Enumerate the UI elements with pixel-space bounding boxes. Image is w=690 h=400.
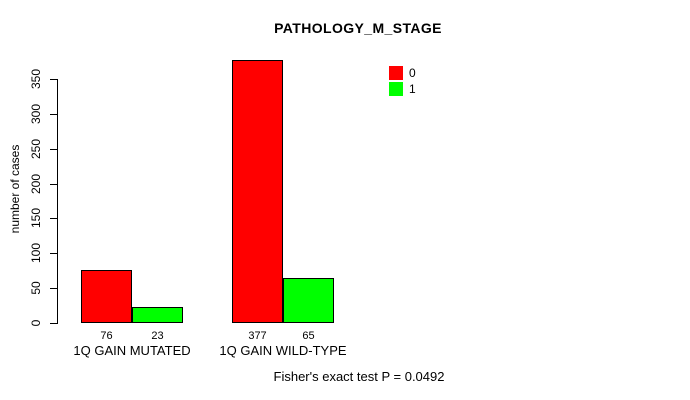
bar-1-1q-gain-mutated	[132, 307, 183, 323]
bar-value-label: 23	[151, 330, 164, 342]
y-tick-mark	[50, 79, 57, 80]
legend-entry: 1	[389, 82, 416, 96]
bar-0-1q-gain-mutated	[81, 270, 132, 323]
fisher-test-annotation: Fisher's exact test P = 0.0492	[273, 369, 445, 384]
y-axis-line	[57, 79, 58, 324]
bar-value-label: 76	[100, 330, 113, 342]
y-tick-label: 100	[29, 243, 43, 264]
legend-label: 1	[409, 82, 416, 96]
y-tick-mark	[50, 113, 57, 115]
y-tick-label: 300	[29, 103, 43, 124]
y-tick-label: 250	[29, 138, 43, 159]
bar-value-label: 65	[302, 330, 315, 342]
legend-swatch	[389, 82, 403, 96]
y-tick-label: 150	[29, 208, 43, 229]
legend-label: 0	[409, 66, 416, 80]
y-axis-label: number of cases	[8, 144, 22, 234]
y-tick-mark	[50, 148, 57, 150]
x-category-label: 1Q GAIN WILD-TYPE	[219, 343, 347, 358]
bar-1-1q-gain-wild-type	[283, 278, 334, 323]
y-tick-label: 200	[29, 173, 43, 194]
legend-swatch	[389, 66, 403, 80]
y-tick-mark	[50, 183, 57, 185]
y-tick-label: 350	[29, 68, 43, 90]
chart-title: PATHOLOGY_M_STAGE	[274, 20, 442, 36]
y-tick-label: 50	[29, 281, 43, 295]
y-tick-mark	[50, 253, 57, 255]
y-tick-mark	[50, 288, 57, 290]
bar-value-label: 377	[248, 330, 267, 342]
y-tick-mark	[50, 218, 57, 220]
y-tick-mark	[50, 323, 57, 324]
y-tick-label: 0	[29, 319, 43, 327]
bar-0-1q-gain-wild-type	[232, 60, 283, 323]
x-category-label: 1Q GAIN MUTATED	[73, 343, 191, 358]
legend-entry: 0	[389, 66, 416, 80]
